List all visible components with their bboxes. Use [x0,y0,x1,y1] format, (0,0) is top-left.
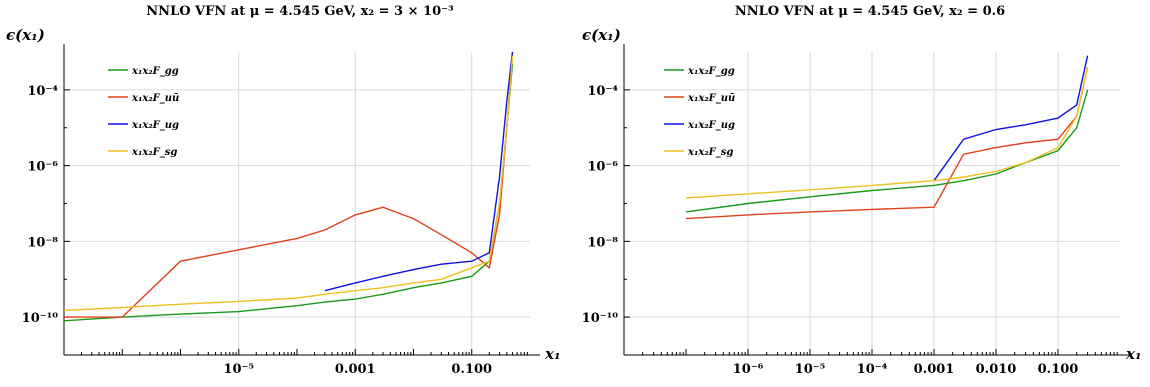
chart-title: NNLO VFN at μ = 4.545 GeV, x₂ = 3 × 10⁻³ [146,4,454,19]
y-tick-label: 10⁻¹⁰ [22,311,59,326]
x-axis-label: x₁ [544,345,561,363]
y-tick-label: 10⁻⁴ [587,84,618,99]
series-line [685,66,1089,220]
series-line [933,55,1089,182]
legend-label: x₁x₂F_sg [131,147,177,158]
x-axis-label: x₁ [1125,345,1142,363]
x-tick-label: 0.100 [1038,362,1079,377]
x-tick-label: 10⁻⁶ [733,362,764,377]
legend-label: x₁x₂F_ug [687,120,735,131]
legend-label: x₁x₂F_uū [687,93,735,104]
x-tick-label: 0.100 [451,362,492,377]
y-tick-label: 10⁻⁸ [27,235,58,250]
x-tick-label: 10⁻⁴ [857,362,888,377]
chart-panel-2: 10⁻⁶ 10⁻⁵ 10⁻⁴ 0.001 0.010 0.100 10⁻⁴ 10⁻⁶ 10⁻⁸ 1… [582,4,1142,377]
legend-label: x₁x₂F_ug [131,120,179,131]
y-axis-label: ϵ(x₁) [6,26,45,44]
x-tick-label: 10⁻⁵ [795,362,826,377]
y-tick-label: 10⁻⁸ [587,235,618,250]
y-tick-label: 10⁻⁶ [27,160,58,175]
series-line [63,55,514,312]
x-tick-label: 0.001 [335,362,376,377]
y-tick-label: 10⁻⁴ [27,84,58,99]
series-line [64,51,514,318]
chart-title: NNLO VFN at μ = 4.545 GeV, x₂ = 0.6 [735,4,1005,19]
series-line [685,66,1089,199]
y-axis-label: ϵ(x₁) [582,26,621,44]
y-tick-label: 10⁻⁶ [587,160,618,175]
series-line [324,51,514,292]
x-tick-label: 0.001 [914,362,955,377]
x-tick-label: 0.010 [976,362,1017,377]
legend-label: x₁x₂F_gg [687,66,735,77]
legend-label: x₁x₂F_uū [131,93,179,104]
x-tick-label: 10⁻⁵ [223,362,254,377]
legend-label: x₁x₂F_gg [131,66,179,77]
series-line [685,89,1089,213]
legend-label: x₁x₂F_sg [687,147,733,158]
chart-panel-1: 10⁻⁵ 0.001 0.100 10⁻⁴ 10⁻⁶ 10⁻⁸ 10⁻¹⁰ NNLO VFN … [6,4,561,377]
y-tick-label: 10⁻¹⁰ [582,311,619,326]
